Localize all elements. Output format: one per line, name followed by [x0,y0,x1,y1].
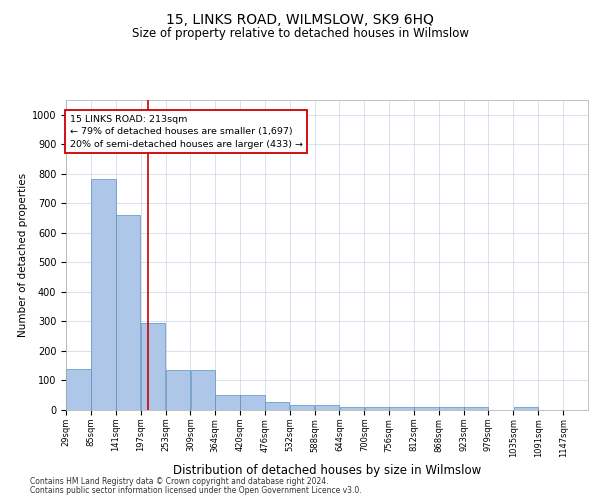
Bar [365,407,389,410]
Text: Contains HM Land Registry data © Crown copyright and database right 2024.: Contains HM Land Registry data © Crown c… [30,477,329,486]
Text: Contains public sector information licensed under the Open Government Licence v3: Contains public sector information licen… [30,486,362,495]
Bar [464,407,488,410]
Bar [265,402,289,410]
Bar [166,370,190,410]
Bar [389,407,414,410]
Y-axis label: Number of detached properties: Number of detached properties [17,173,28,337]
Bar [191,370,215,410]
Bar [240,394,265,410]
Text: 15, LINKS ROAD, WILMSLOW, SK9 6HQ: 15, LINKS ROAD, WILMSLOW, SK9 6HQ [166,12,434,26]
Bar [141,323,166,410]
Bar [514,408,538,410]
Bar [215,394,239,410]
Bar [315,404,339,410]
Bar [91,179,116,410]
Bar [439,407,464,410]
Bar [290,404,314,410]
Bar [340,407,364,410]
Bar [66,368,91,410]
Bar [415,407,439,410]
Text: Size of property relative to detached houses in Wilmslow: Size of property relative to detached ho… [131,28,469,40]
X-axis label: Distribution of detached houses by size in Wilmslow: Distribution of detached houses by size … [173,464,481,476]
Text: 15 LINKS ROAD: 213sqm
← 79% of detached houses are smaller (1,697)
20% of semi-d: 15 LINKS ROAD: 213sqm ← 79% of detached … [70,115,302,149]
Bar [116,215,140,410]
